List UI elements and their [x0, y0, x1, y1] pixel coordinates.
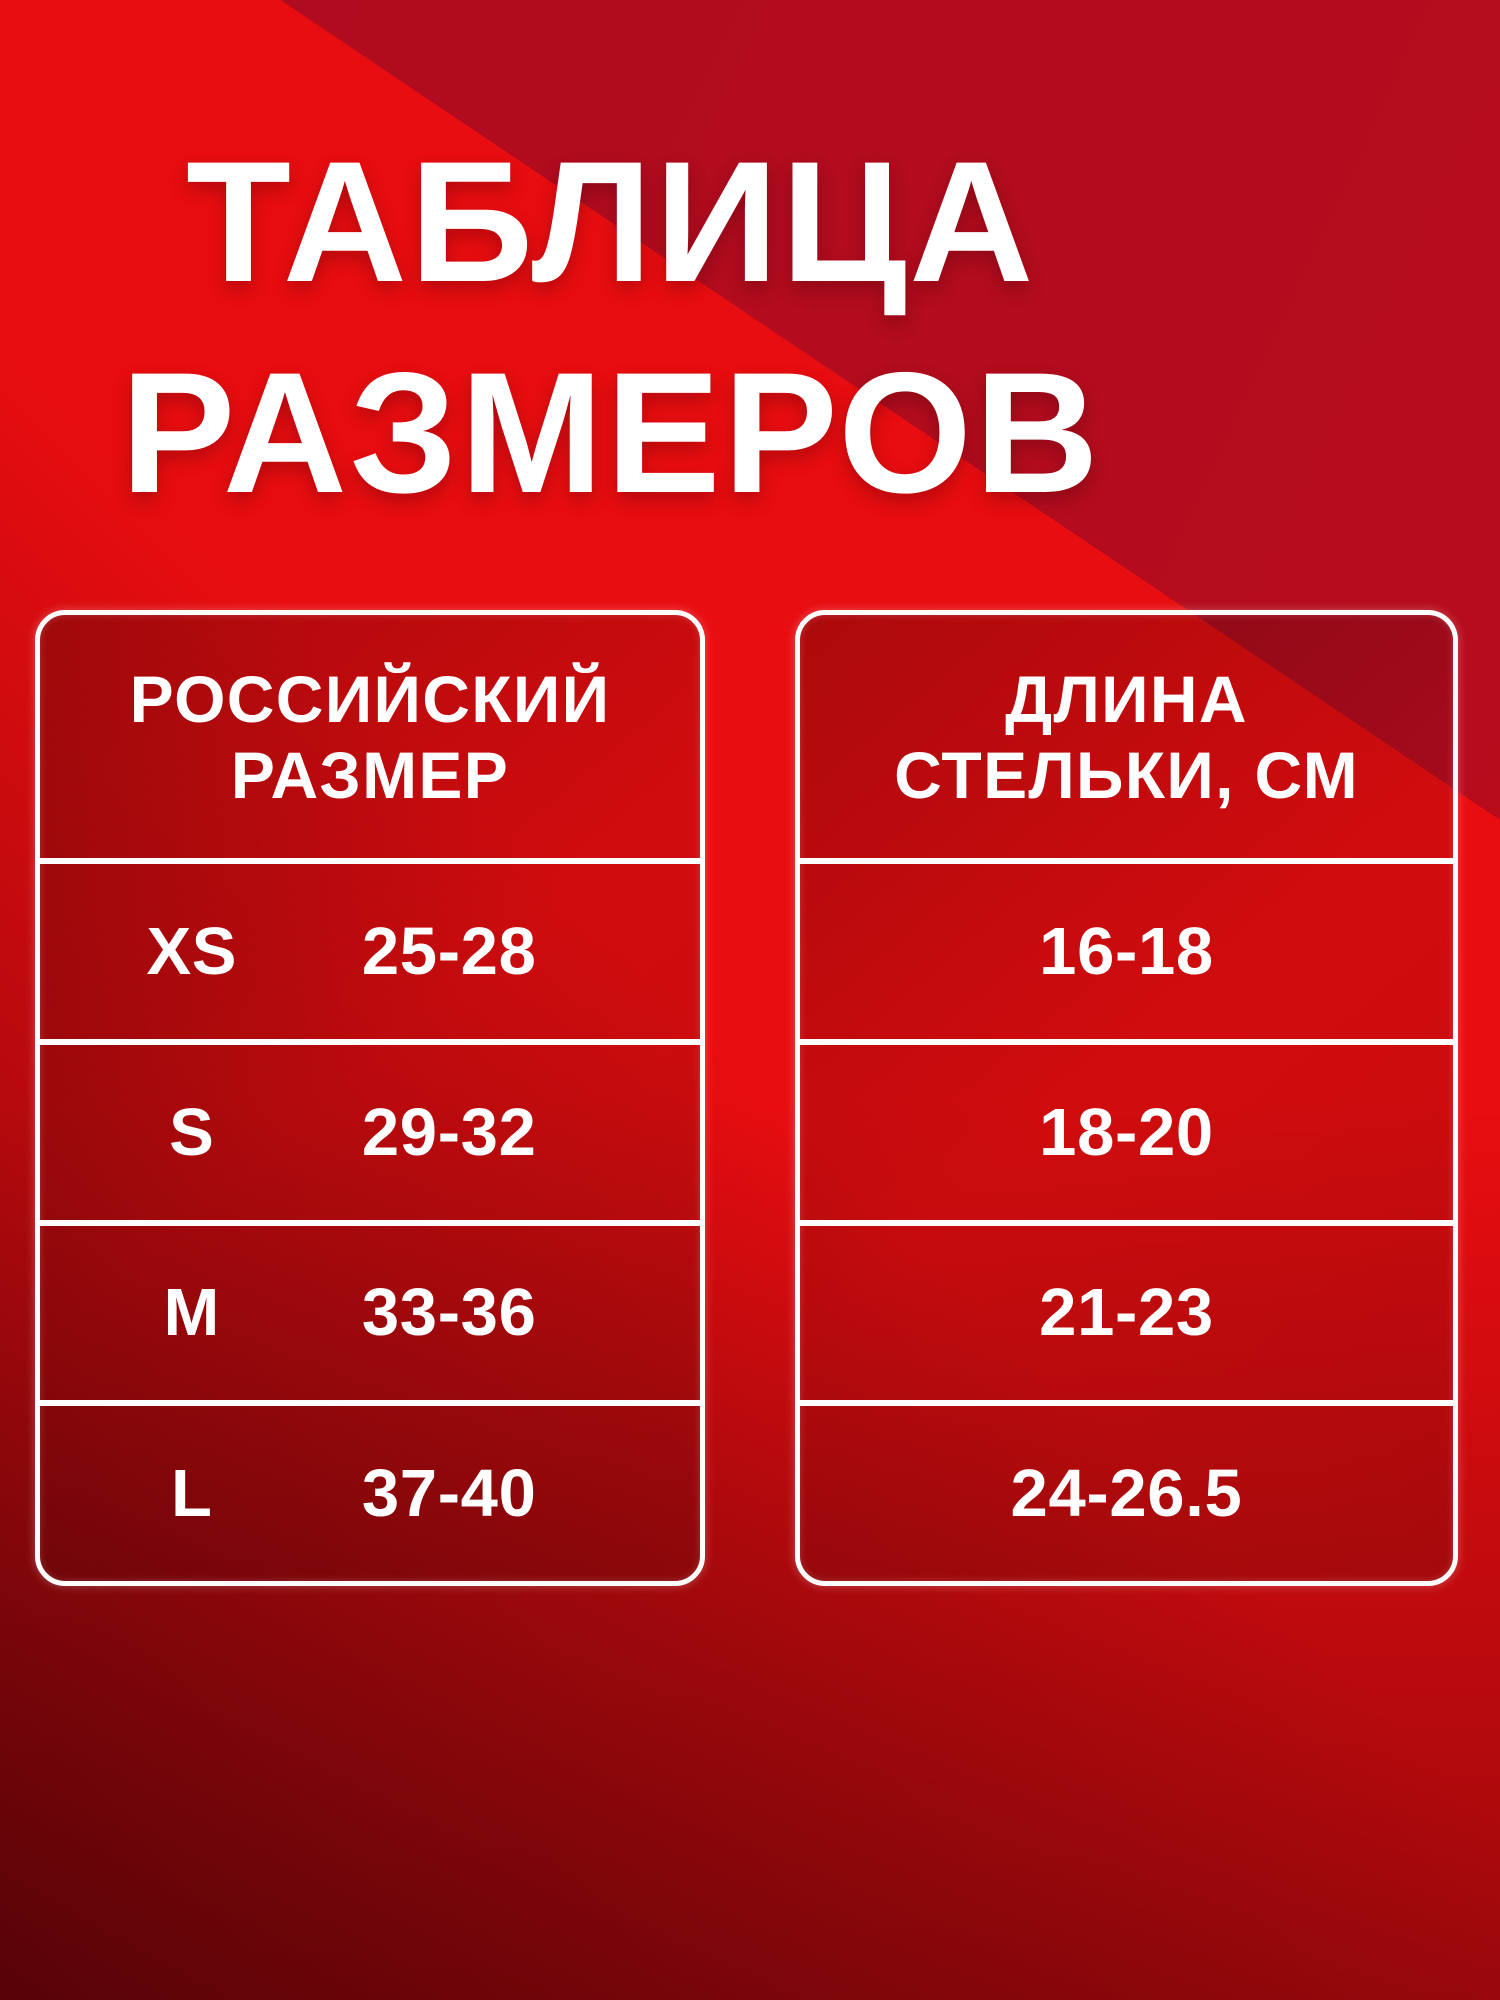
insole-length-header-line-1: ДЛИНА	[1005, 661, 1248, 736]
size-label: XS	[146, 913, 238, 989]
russian-size-panel: РОССИЙСКИЙ РАЗМЕР XS 25-28 S 29-32 M 33-…	[35, 610, 705, 1586]
insole-length-value: 18-20	[1039, 1094, 1214, 1170]
insole-length-header: ДЛИНА СТЕЛЬКИ, СМ	[800, 615, 1453, 858]
size-range: 29-32	[361, 1094, 537, 1170]
size-range: 33-36	[361, 1275, 537, 1351]
table-row: M 33-36	[40, 1219, 700, 1401]
table-row: XS 25-28	[40, 858, 700, 1039]
russian-size-header: РОССИЙСКИЙ РАЗМЕР	[40, 615, 700, 858]
table-row: L 37-40	[40, 1400, 700, 1581]
insole-length-value: 16-18	[1039, 913, 1214, 989]
page-title: ТАБЛИЦА РАЗМЕРОВ	[0, 117, 1222, 539]
table-row: 18-20	[800, 1038, 1453, 1220]
table-row: S 29-32	[40, 1038, 700, 1220]
size-label: L	[170, 1456, 213, 1532]
insole-length-value: 21-23	[1039, 1275, 1214, 1351]
size-range: 37-40	[361, 1456, 537, 1532]
russian-size-header-line-1: РОССИЙСКИЙ	[129, 661, 611, 736]
size-label: S	[169, 1094, 215, 1170]
title-line-1: ТАБЛИЦА	[185, 126, 1036, 318]
table-row: 21-23	[800, 1219, 1453, 1401]
size-table: РОССИЙСКИЙ РАЗМЕР XS 25-28 S 29-32 M 33-…	[35, 610, 1458, 1586]
size-range: 25-28	[361, 913, 537, 989]
table-row: 16-18	[800, 858, 1453, 1039]
table-row: 24-26.5	[800, 1400, 1453, 1581]
insole-length-panel: ДЛИНА СТЕЛЬКИ, СМ 16-18 18-20 21-23 24-2…	[795, 610, 1458, 1586]
russian-size-header-line-2: РАЗМЕР	[230, 737, 510, 812]
insole-length-header-line-2: СТЕЛЬКИ, СМ	[894, 737, 1359, 812]
title-line-2: РАЗМЕРОВ	[120, 337, 1102, 529]
insole-length-value: 24-26.5	[1010, 1456, 1243, 1532]
size-label: M	[163, 1275, 221, 1351]
